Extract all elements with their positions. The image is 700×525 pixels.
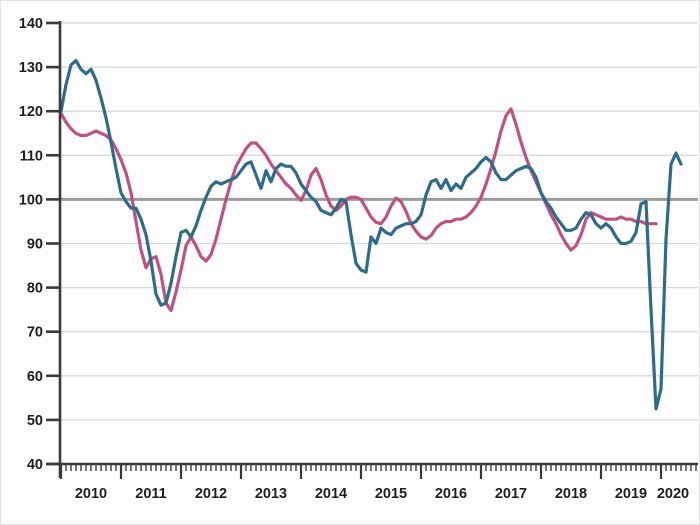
y-tick-label: 120 xyxy=(19,104,43,120)
x-tick-label: 2016 xyxy=(435,486,467,502)
y-tick-label: 110 xyxy=(20,148,43,164)
x-tick-label: 2018 xyxy=(555,486,587,502)
y-tick-label: 130 xyxy=(19,60,43,76)
y-tick-label: 50 xyxy=(27,413,43,429)
pink-index-line-path xyxy=(59,107,658,313)
x-tick-label: 2012 xyxy=(195,486,227,502)
x-tick-label: 2019 xyxy=(615,486,647,502)
y-tick-label: 80 xyxy=(27,281,43,297)
x-tick-label: 2017 xyxy=(495,486,527,502)
x-tick-label: 2011 xyxy=(135,486,166,502)
x-tick-label: 2015 xyxy=(375,486,407,502)
x-tick-label: 2014 xyxy=(315,486,347,502)
y-tick-label: 140 xyxy=(19,16,43,32)
y-tick-label: 40 xyxy=(27,457,43,473)
y-tick-label: 90 xyxy=(27,237,43,253)
x-tick-label: 2013 xyxy=(255,486,287,502)
y-tick-label: 100 xyxy=(19,192,43,208)
y-tick-label: 70 xyxy=(27,325,43,341)
teal-index-line-path xyxy=(59,58,683,411)
x-tick-label: 2010 xyxy=(75,486,107,502)
x-tick-label: 2020 xyxy=(657,486,689,502)
y-tick-label: 60 xyxy=(27,369,43,385)
